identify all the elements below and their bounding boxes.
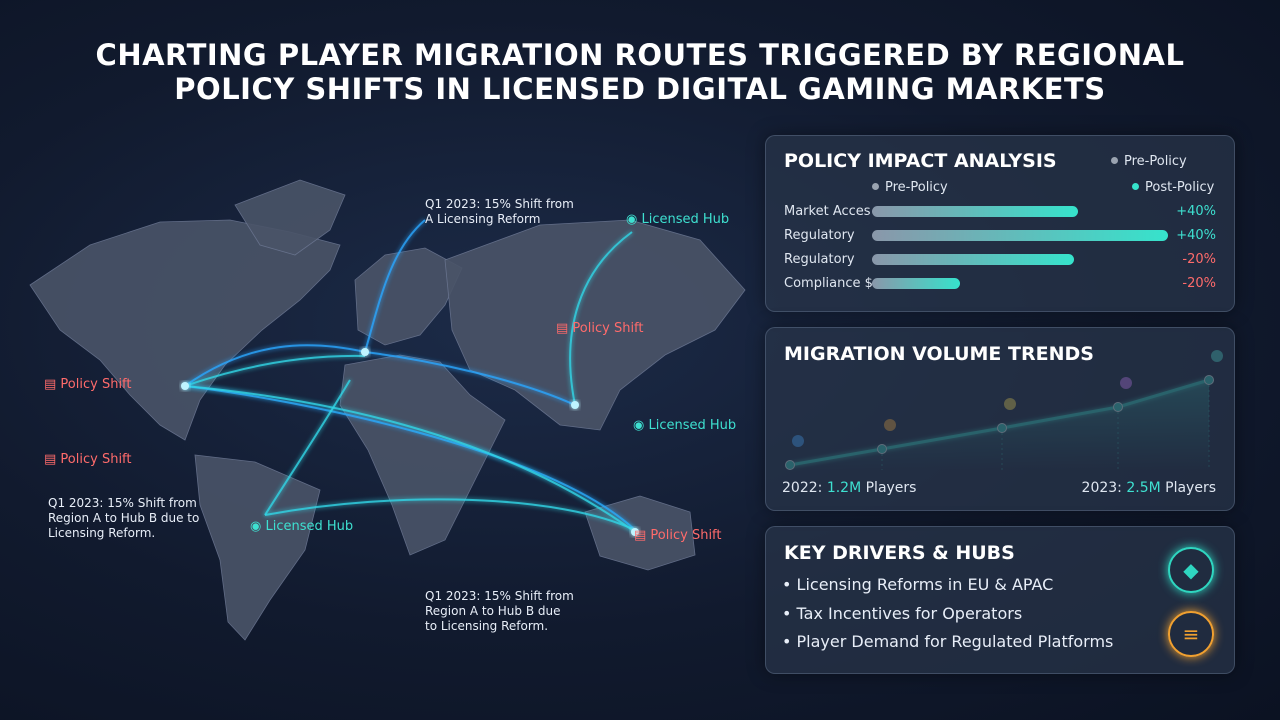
legend-item: Post-Policy [1132,180,1214,195]
routes [50,219,639,536]
panel-title: KEY DRIVERS & HUBS [784,542,1015,564]
label-text: Policy Shift [60,452,132,467]
continent [584,495,696,571]
driver-text: Player Demand for Regulated Platforms [796,632,1114,651]
map-note: Q1 2023: 15% Shift from A Licensing Refo… [425,197,574,227]
continent [194,454,321,641]
row-label: Compliance $ [784,276,873,291]
migration-trends-panel: MIGRATION VOLUME TRENDS 2022: 1.2M Playe… [765,327,1235,511]
label-text: Policy Shift [572,321,644,336]
driver-text: Licensing Reforms in EU & APAC [796,575,1054,594]
migration-route [184,385,636,531]
note-line: Q1 2023: 15% Shift from [425,197,574,211]
gamepad-icon: ◆ [1168,547,1214,593]
note-line: Q1 2023: 15% Shift from [48,496,197,510]
key-drivers-panel: KEY DRIVERS & HUBS • Licensing Reforms i… [765,526,1235,674]
policy-shift-label: ▤ Policy Shift [44,452,132,467]
label-text: Policy Shift [60,377,132,392]
legend-item: Pre-Policy [872,180,948,195]
note-line: to Licensing Reform. [425,619,549,633]
volume: 1.2M [826,480,862,496]
policy-shift-label: ▤ Policy Shift [44,377,132,392]
route-node [181,382,189,390]
migration-route [184,344,366,387]
unit: Players [865,480,917,496]
row-label: Regulatory [784,252,855,267]
legend-dot [1111,157,1118,164]
migration-route [184,354,366,387]
panel-title: POLICY IMPACT ANALYSIS [784,150,1057,172]
continent [29,219,341,441]
continents [29,179,746,641]
row-label: Regulatory [784,228,855,243]
note-line: Licensing Reform. [48,526,156,540]
label-text: Licensed Hub [648,418,737,433]
migration-route [264,379,351,516]
legend-text: Pre-Policy [885,180,948,195]
panel-title: MIGRATION VOLUME TRENDS [784,343,1094,365]
server-icon: ≡ [1168,611,1214,657]
route-node [361,348,369,356]
map-note: Q1 2023: 15% Shift from Region A to Hub … [48,496,199,541]
map-note: Q1 2023: 15% Shift from Region A to Hub … [425,589,574,634]
migration-route [364,219,426,353]
row-change: +40% [1176,228,1216,243]
label-text: Licensed Hub [265,519,354,534]
note-line: Region A to Hub B due to [48,511,200,525]
policy-shift-label: ▤ Policy Shift [556,321,644,336]
title-line: CHARTING PLAYER MIGRATION ROUTES TRIGGER… [95,38,1185,72]
migration-route [184,385,636,533]
unit: Players [1165,480,1216,496]
row-change: -20% [1182,276,1216,291]
impact-bar [872,206,1078,217]
year: 2022: [782,480,823,496]
driver-item: • Player Demand for Regulated Platforms [782,632,1114,651]
continent [339,354,506,556]
note-line: A Licensing Reform [425,212,541,226]
licensed-hub-label: ◉ Licensed Hub [250,519,354,534]
migration-route [364,351,576,406]
note-line: Region A to Hub B due [425,604,561,618]
licensed-hub-label: ◉ Licensed Hub [633,418,737,433]
label-text: Licensed Hub [641,212,730,227]
licensed-hub-label: ◉ Licensed Hub [626,212,730,227]
migration-route [569,231,633,406]
label-text: Policy Shift [650,528,722,543]
impact-bar [872,278,960,289]
note-line: Q1 2023: 15% Shift from [425,589,574,603]
legend-item: Pre-Policy [1111,154,1187,169]
row-label: Market Acces [784,204,871,219]
trend-end: 2023: 2.5M Players [1082,480,1216,496]
continent [234,179,346,256]
impact-bar [872,230,1168,241]
title-line: POLICY SHIFTS IN LICENSED DIGITAL GAMING… [174,72,1106,106]
trend-start: 2022: 1.2M Players [782,480,916,496]
year: 2023: [1081,480,1122,496]
policy-shift-label: ▤ Policy Shift [634,528,722,543]
legend-text: Post-Policy [1145,180,1215,195]
row-change: +40% [1176,204,1216,219]
policy-impact-panel: POLICY IMPACT ANALYSIS Pre-Policy Pre-Po… [765,135,1235,312]
migration-route [264,498,636,531]
route-node [571,401,579,409]
volume: 2.5M [1126,480,1161,496]
row-change: -20% [1182,252,1216,267]
legend-dot [1132,183,1139,190]
driver-item: • Tax Incentives for Operators [782,604,1023,623]
impact-bar [872,254,1074,265]
driver-item: • Licensing Reforms in EU & APAC [782,575,1054,594]
driver-text: Tax Incentives for Operators [796,604,1023,623]
legend-text: Pre-Policy [1124,154,1187,169]
route-node [631,528,639,536]
legend-dot [872,183,879,190]
